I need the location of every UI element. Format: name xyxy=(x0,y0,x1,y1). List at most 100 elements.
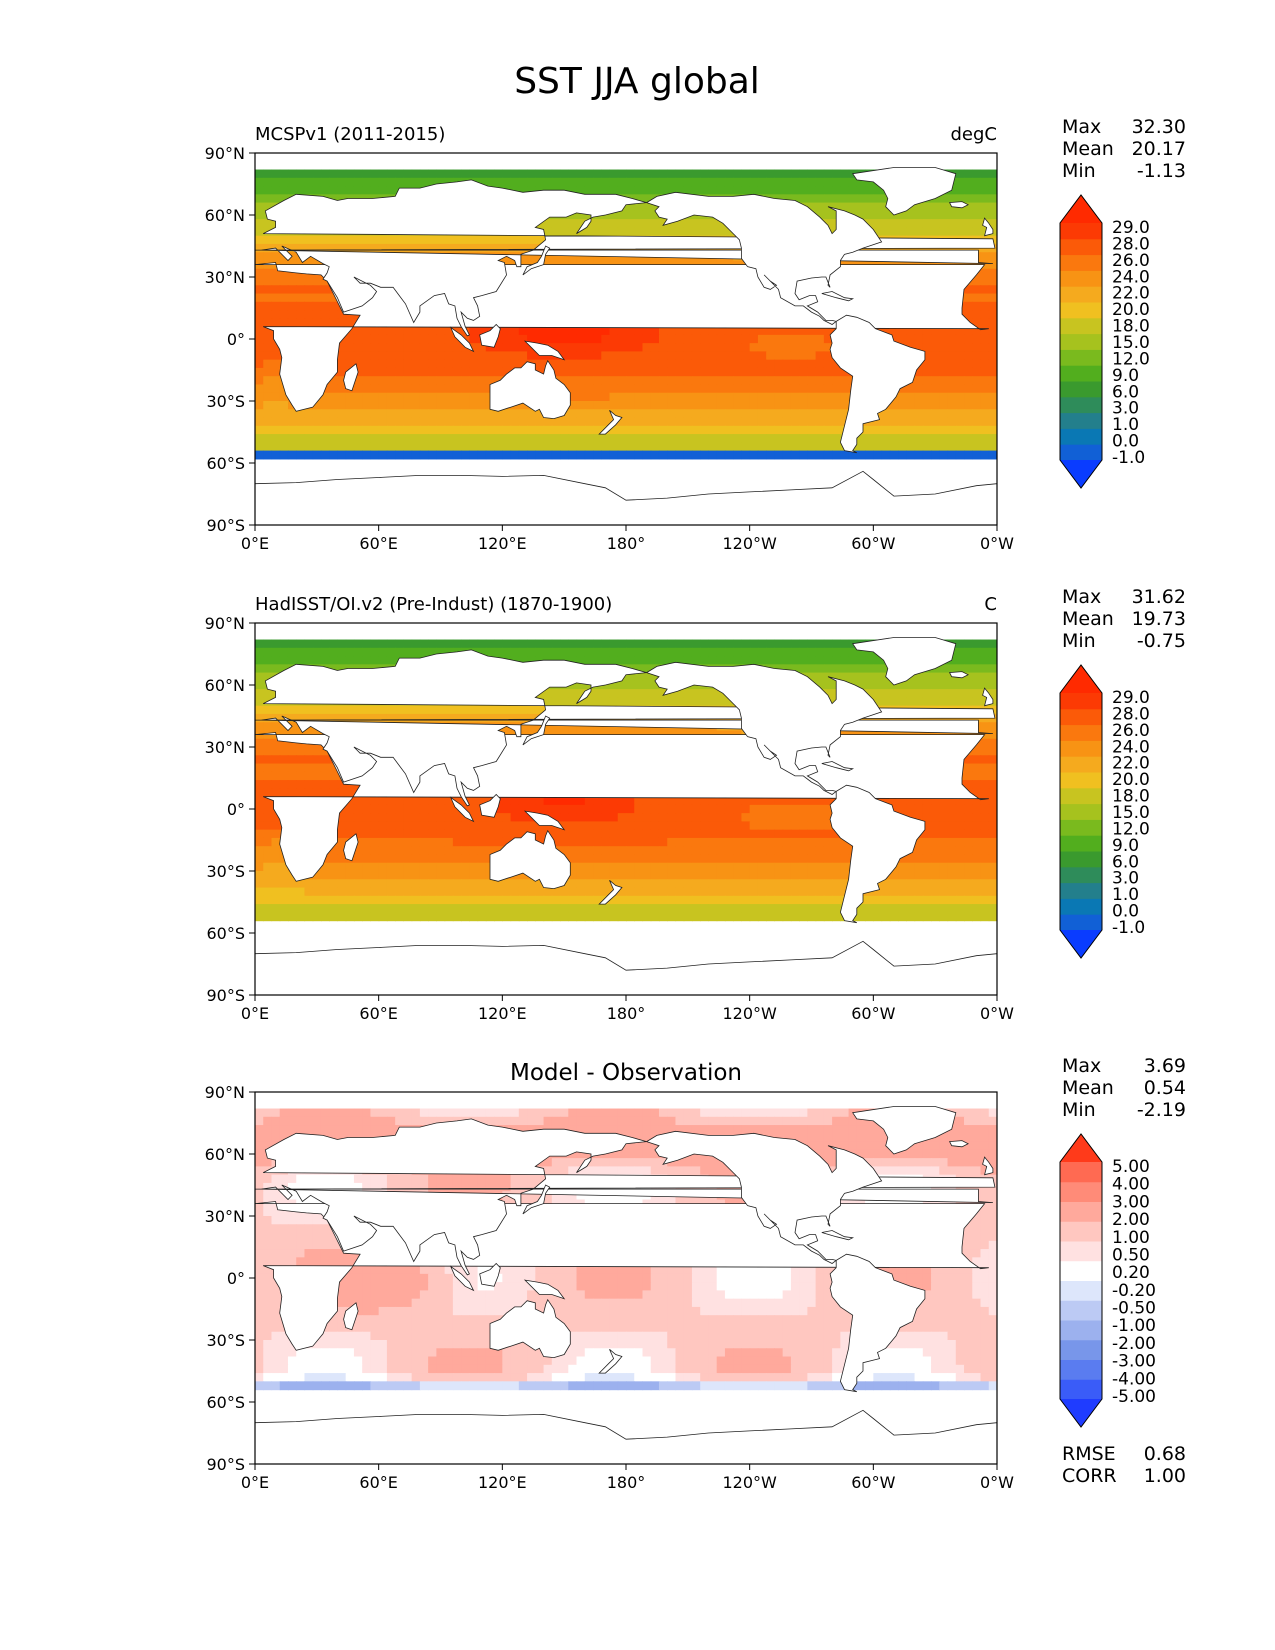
field-cell xyxy=(634,450,644,460)
field-cell xyxy=(560,219,569,228)
field-cell xyxy=(353,796,363,806)
field-cell xyxy=(898,434,907,443)
field-cell xyxy=(856,202,866,212)
colorbar-segment xyxy=(1060,365,1102,382)
field-cell xyxy=(601,219,611,228)
field-cell xyxy=(255,755,264,765)
field-cell xyxy=(386,359,396,369)
field-cell xyxy=(815,326,825,336)
field-cell xyxy=(601,351,611,361)
field-cell xyxy=(964,417,973,427)
field-cell xyxy=(700,351,710,361)
field-cell xyxy=(815,656,825,665)
field-cell xyxy=(436,639,446,649)
field-cell xyxy=(452,367,462,377)
field-cell xyxy=(395,417,404,427)
field-cell xyxy=(378,425,388,435)
field-cell xyxy=(370,326,380,336)
field-cell xyxy=(510,705,520,715)
field-cell xyxy=(502,450,512,460)
field-cell xyxy=(626,376,635,386)
field-cell xyxy=(964,639,973,649)
field-cell xyxy=(708,689,718,698)
field-cell xyxy=(980,177,990,187)
field-cell xyxy=(403,442,413,452)
field-cell xyxy=(658,425,668,435)
panel-units: C xyxy=(984,594,997,615)
field-cell xyxy=(782,359,792,369)
land-polygon-9 xyxy=(522,245,551,276)
field-cell xyxy=(353,392,363,402)
field-cell xyxy=(881,409,891,419)
field-cell xyxy=(716,326,726,336)
field-cell xyxy=(658,639,668,649)
field-cell xyxy=(568,343,578,352)
field-cell xyxy=(263,301,273,311)
field-cell xyxy=(494,442,503,452)
field-cell xyxy=(345,417,355,427)
field-cell xyxy=(799,647,808,657)
field-cell xyxy=(535,359,545,369)
field-cell xyxy=(807,177,817,187)
field-cell xyxy=(287,235,297,245)
field-cell xyxy=(642,376,652,386)
field-cell xyxy=(856,664,866,674)
field-cell xyxy=(799,434,808,443)
field-cell xyxy=(337,442,347,452)
field-cell xyxy=(370,409,380,419)
field-cell xyxy=(988,359,997,369)
field-cell xyxy=(411,384,421,394)
field-cell xyxy=(255,697,264,707)
field-cell xyxy=(922,392,932,402)
field-cell xyxy=(667,434,677,443)
field-cell xyxy=(263,343,273,352)
field-cell xyxy=(560,343,569,352)
field-cell xyxy=(444,450,454,460)
field-cell xyxy=(296,285,306,295)
field-cell xyxy=(650,202,660,212)
field-cell xyxy=(980,293,990,303)
field-cell xyxy=(551,796,561,806)
field-cell xyxy=(782,392,792,402)
field-cell xyxy=(452,434,462,443)
field-cell xyxy=(988,755,997,765)
field-cell xyxy=(370,796,380,806)
field-cell xyxy=(790,639,800,649)
field-cell xyxy=(255,210,264,220)
field-cell xyxy=(329,713,339,723)
field-cell xyxy=(972,326,982,336)
field-cell xyxy=(733,417,743,427)
field-cell xyxy=(782,401,792,410)
field-cell xyxy=(972,194,982,204)
field-cell xyxy=(255,268,264,278)
field-cell xyxy=(840,194,850,204)
field-cell xyxy=(370,351,380,361)
field-cell xyxy=(955,401,965,410)
field-cell xyxy=(568,417,578,427)
field-cell xyxy=(345,401,355,410)
field-cell xyxy=(337,780,347,789)
field-cell xyxy=(832,647,841,657)
field-cell xyxy=(444,647,454,657)
field-cell xyxy=(386,442,396,452)
field-cell xyxy=(881,326,891,336)
field-cell xyxy=(255,227,264,237)
field-cell xyxy=(370,392,380,402)
field-cell xyxy=(766,177,775,187)
field-cell xyxy=(642,219,652,228)
field-cell xyxy=(601,442,611,452)
field-cell xyxy=(370,235,380,245)
field-cell xyxy=(972,450,982,460)
field-cell xyxy=(584,639,594,649)
field-cell xyxy=(287,277,297,286)
field-cell xyxy=(502,796,512,806)
field-cell xyxy=(964,351,973,361)
field-cell xyxy=(939,334,949,344)
field-cell xyxy=(626,434,635,443)
field-cell xyxy=(271,771,281,781)
field-cell xyxy=(733,639,743,649)
field-cell xyxy=(609,401,619,410)
field-cell xyxy=(436,334,446,344)
field-cell xyxy=(386,425,396,435)
field-cell xyxy=(320,169,330,179)
